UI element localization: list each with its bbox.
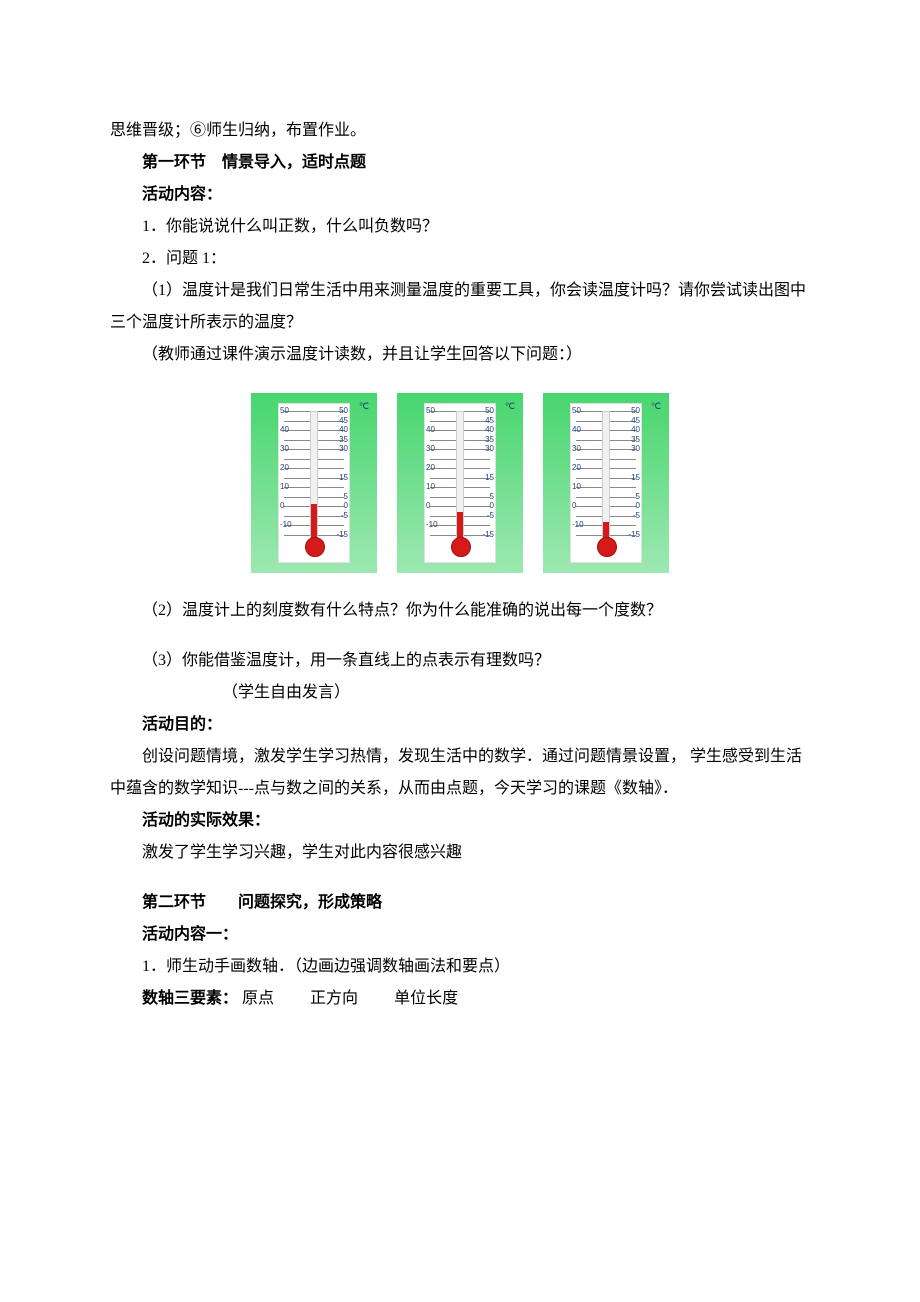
thermometer-1: ℃ 5050454040353030201510500-5-10-15 [251, 393, 377, 573]
thermometer-fill [457, 512, 463, 540]
intro-line: 思维晋级；⑥师生归纳，布置作业。 [110, 115, 810, 147]
question-2-3: （3）你能借鉴温度计，用一条直线上的点表示有理数吗？ [110, 645, 810, 677]
thermometer-bulb [597, 537, 617, 557]
thermometer-fill [311, 504, 317, 540]
section2-title: 第二环节 问题探究，形成策略 [110, 887, 810, 919]
celsius-label: ℃ [651, 397, 661, 415]
activity-content-label: 活动内容： [110, 179, 810, 211]
axis-three-elements: 数轴三要素： 原点 正方向 单位长度 [110, 983, 810, 1015]
thermometer-tube [456, 411, 464, 541]
activity-purpose-text: 创设问题情境，激发学生学习热情，发现生活中的数学．通过问题情景设置， 学生感受到… [110, 741, 810, 805]
celsius-label: ℃ [505, 397, 515, 415]
question-1: 1．你能说说什么叫正数，什么叫负数吗？ [110, 211, 810, 243]
thermometer-tube [310, 411, 318, 541]
section2-line1: 1．师生动手画数轴．（边画边强调数轴画法和要点） [110, 951, 810, 983]
elements-label: 数轴三要素： [142, 990, 238, 1007]
element-direction: 正方向 [310, 990, 358, 1007]
document-page: 思维晋级；⑥师生归纳，布置作业。 第一环节 情景导入，适时点题 活动内容： 1．… [0, 0, 920, 1302]
celsius-label: ℃ [359, 397, 369, 415]
activity-content-one-label: 活动内容一： [110, 919, 810, 951]
question-2-1: （1）温度计是我们日常生活中用来测量温度的重要工具，你会读温度计吗？请你尝试读出… [110, 275, 810, 339]
element-origin: 原点 [242, 990, 274, 1007]
thermometer-2: ℃ 5050454040353030201510500-5-10-15 [397, 393, 523, 573]
thermometer-tube [602, 411, 610, 541]
thermometer-body: 5050454040353030201510500-5-10-15 [278, 403, 350, 563]
question-2-2: （2）温度计上的刻度数有什么特点？你为什么能准确的说出每一个度数？ [110, 595, 810, 627]
teacher-note: （教师通过课件演示温度计读数，并且让学生回答以下问题：） [110, 339, 810, 371]
thermometer-bulb [451, 537, 471, 557]
thermometer-body: 5050454040353030201510500-5-10-15 [570, 403, 642, 563]
activity-effect-text: 激发了学生学习兴趣，学生对此内容很感兴趣 [110, 837, 810, 869]
student-free-speech: （学生自由发言） [110, 677, 810, 709]
question-2-header: 2．问题 1： [110, 243, 810, 275]
thermometer-3: ℃ 5050454040353030201510500-5-10-15 [543, 393, 669, 573]
activity-purpose-label: 活动目的： [110, 709, 810, 741]
thermometer-row: ℃ 5050454040353030201510500-5-10-15 ℃ 50… [110, 393, 810, 573]
activity-effect-label: 活动的实际效果： [110, 805, 810, 837]
thermometer-bulb [305, 537, 325, 557]
element-unit: 单位长度 [394, 990, 458, 1007]
thermometer-body: 5050454040353030201510500-5-10-15 [424, 403, 496, 563]
section1-title: 第一环节 情景导入，适时点题 [110, 147, 810, 179]
